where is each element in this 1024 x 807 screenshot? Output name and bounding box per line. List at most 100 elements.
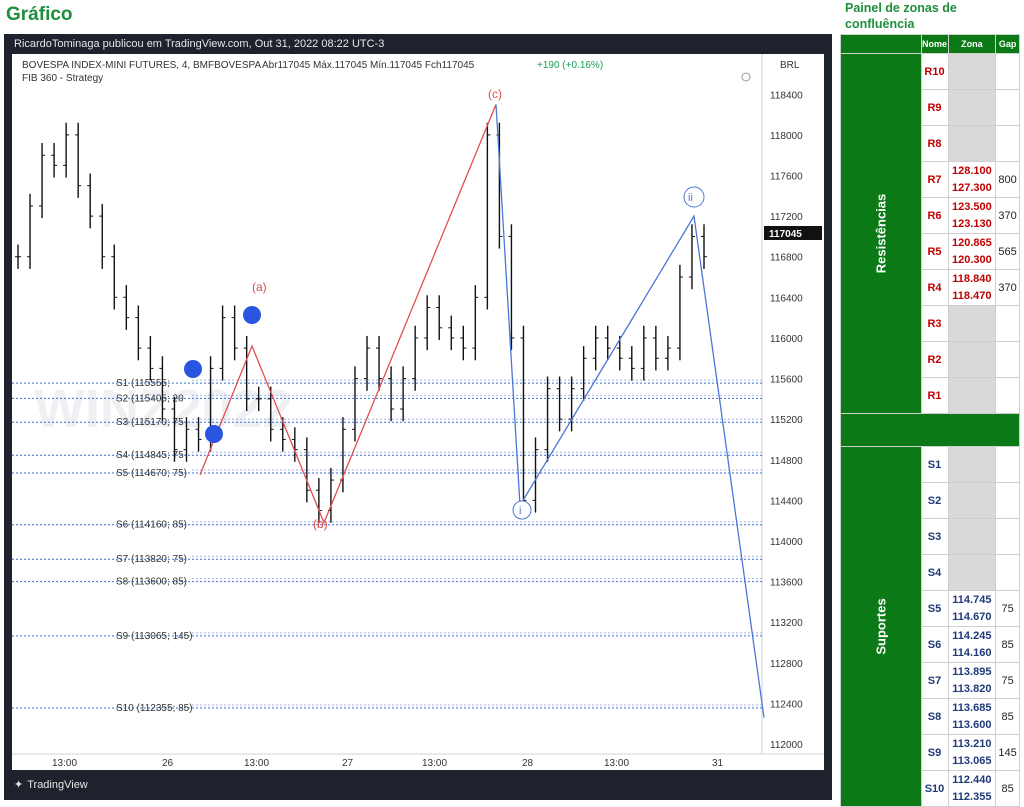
group-label-text: Suportes [873,598,889,655]
price-tick: 118400 [770,90,803,101]
level-name: R8 [920,125,949,162]
support-row: S2 [841,482,1020,519]
level-zone: 113.685 113.600 [947,698,997,735]
level-name: S7 [920,662,949,699]
header-gap: Gap [995,34,1020,54]
level-zone: 118.840 118.470 [947,269,997,306]
level-name: R10 [920,53,949,90]
level-zone [947,518,997,555]
level-gap: 85 [995,626,1020,663]
level-name: R2 [920,341,949,378]
support-label: S8 (113600; 85) [116,577,187,588]
support-row: S7 113.895 113.820 75 [841,662,1020,699]
change-label: +190 (+0.16%) [537,60,603,71]
level-name: S3 [920,518,949,555]
level-zone: 123.500 123.130 [947,197,997,234]
level-gap: 370 [995,197,1020,234]
support-row: S3 [841,518,1020,555]
chart-frame: RicardoTominaga publicou em TradingView.… [4,34,832,800]
support-label: S5 (114670; 75) [116,468,187,479]
wave-ii-circle [683,186,705,208]
level-gap [995,482,1020,519]
wave-i-ii-line [495,104,765,718]
level-gap: 85 [995,770,1020,807]
resistance-row: R8 [841,125,1020,162]
indicator-label: FIB 360 - Strategy [22,73,103,84]
supports-label: Suportes [840,446,922,807]
support-label: S2 (115405; 20 [116,393,184,404]
time-tick: 27 [342,758,354,769]
level-gap [995,89,1020,126]
tradingview-logo-icon: ✦ [14,779,24,791]
level-gap [995,446,1020,483]
level-name: R3 [920,305,949,342]
level-name: S4 [920,554,949,591]
support-label: S7 (113820; 75) [116,554,187,565]
level-gap: 800 [995,161,1020,198]
price-tick: 114400 [770,496,803,507]
price-tick: 116000 [770,334,803,345]
level-name: S2 [920,482,949,519]
time-tick: 26 [162,758,174,769]
level-zone [947,341,997,378]
time-tick: 13:00 [52,758,77,769]
price-tick: 112400 [770,699,803,710]
level-name: R4 [920,269,949,306]
level-zone: 120.865 120.300 [947,233,997,270]
level-zone [947,446,997,483]
support-row: S5 114.745 114.670 75 [841,590,1020,627]
wave-a-label: (a) [252,280,267,294]
level-zone [947,53,997,90]
resistance-row: R5 120.865 120.300 565 [841,233,1020,270]
marker-dot-1 [184,360,202,378]
header-group [840,34,922,54]
axis-ticks: 118400 118000 117600 117200 116800 116400 1160… [52,90,803,769]
settings-icon[interactable] [741,72,751,82]
support-label: S10 (112355; 85) [116,703,193,714]
price-tick: 117200 [770,212,803,223]
level-gap: 565 [995,233,1020,270]
panel-title: Painel de zonas de confluência [845,1,957,31]
marker-dot-3 [243,306,261,324]
support-row: S4 [841,554,1020,591]
published-by: RicardoTominaga publicou em TradingView.… [14,38,385,50]
support-row: S9 113.210 113.065 145 [841,734,1020,771]
level-zone [947,554,997,591]
support-row: S10 112.440 112.355 85 [841,770,1020,807]
currency-label: BRL [780,60,800,71]
chart-svg[interactable]: WINZ2022 BOVESPA INDEX-MINI FUTURES, 4, … [12,54,824,770]
level-gap [995,341,1020,378]
price-tick: 113600 [770,578,803,589]
level-name: R9 [920,89,949,126]
level-zone: 114.245 114.160 [947,626,997,663]
chart-plot[interactable]: WINZ2022 BOVESPA INDEX-MINI FUTURES, 4, … [12,54,824,770]
level-name: S6 [920,626,949,663]
support-label: S3 (115170; 75 [116,417,184,428]
header-zone: Zona [947,34,997,54]
price-tick: 112000 [770,740,803,751]
price-tick: 114000 [770,537,803,548]
support-levels: S1 (115555; S2 (115405; 20 S3 (115170; 75… [12,378,762,714]
level-gap [995,305,1020,342]
level-zone [947,305,997,342]
tradingview-footer[interactable]: ✦ TradingView [14,778,88,792]
wave-ii-label: ii [688,192,693,204]
level-gap: 370 [995,269,1020,306]
level-zone: 114.745 114.670 [947,590,997,627]
price-tick: 113200 [770,618,803,629]
wave-i-label: i [519,505,521,517]
level-name: R7 [920,161,949,198]
level-name: R1 [920,377,949,414]
support-label: S9 (113065; 145) [116,631,193,642]
resistance-row: R2 [841,341,1020,378]
resistance-row: R3 [841,305,1020,342]
price-tick: 112800 [770,659,803,670]
marker-dot-2 [205,425,223,443]
resistance-row: Resistências R10 [840,53,1020,414]
level-zone: 113.210 113.065 [947,734,997,771]
section-title: Gráfico [6,4,73,25]
price-tick: 115600 [770,375,803,386]
table-spacer [840,413,1020,447]
level-gap [995,53,1020,90]
wave-lines [199,104,765,718]
